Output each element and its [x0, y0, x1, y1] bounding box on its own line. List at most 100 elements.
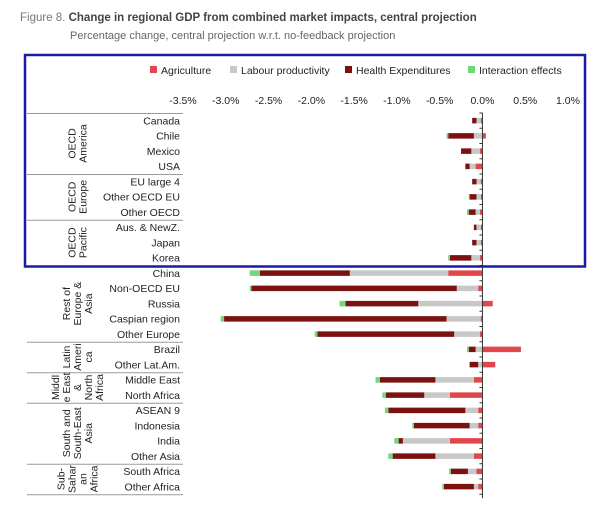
group-label-line: OECD — [67, 181, 79, 212]
bar-north-africa-interaction-effects — [382, 392, 386, 398]
legend-swatch-health-expenditures — [345, 66, 352, 73]
legend-swatch-labour-productivity — [230, 66, 237, 73]
x-tick-label: 0.0% — [470, 95, 494, 107]
category-label-brazil: Brazil — [154, 344, 180, 356]
highlight-box — [23, 53, 587, 268]
bar-other-europe-interaction-effects — [314, 331, 318, 337]
x-tick-label: 1.0% — [556, 95, 580, 107]
group-label-oecd-pacific: OECDPacific — [67, 227, 90, 258]
bar-russia-health-expenditures — [345, 300, 419, 307]
bar-korea-health-expenditures — [449, 255, 472, 261]
category-label-south-africa: South Africa — [123, 466, 180, 478]
group-label-oecd-europe: OECDEurope — [67, 180, 90, 214]
category-label-other-europe: Other Europe — [117, 329, 180, 341]
bar-north-africa-health-expenditures — [385, 392, 425, 398]
bar-south-africa-labour-productivity — [467, 468, 477, 475]
bar-eu-large-4-health-expenditures — [472, 178, 477, 185]
bar-asean-9-health-expenditures — [388, 407, 466, 414]
bar-aus-newz-labour-productivity — [476, 224, 481, 231]
bar-korea-agriculture — [479, 255, 483, 261]
group-label-line: Europe & — [72, 282, 84, 326]
bar-other-lat-am-labour-productivity — [478, 361, 483, 368]
bar-aus-newz-agriculture — [480, 224, 483, 231]
bar-china-agriculture — [448, 270, 483, 276]
bar-caspian-region-agriculture — [480, 316, 483, 322]
bar-korea-labour-productivity — [471, 255, 480, 261]
bar-india-interaction-effects — [394, 438, 399, 444]
category-label-india: India — [157, 436, 180, 448]
bar-brazil-health-expenditures — [468, 346, 476, 353]
bar-caspian-region-interaction-effects — [220, 316, 225, 322]
bar-other-lat-am-agriculture — [482, 361, 496, 368]
group-label-line: Sahar — [67, 464, 79, 493]
bar-other-africa-interaction-effects — [442, 483, 444, 490]
group-label-line: Ameri — [72, 343, 84, 370]
group-label-line: Europe — [78, 180, 90, 214]
bar-eu-large-4-agriculture — [480, 178, 483, 185]
group-label-sub-saharan-africa: Sub-SaharanAfrica — [56, 464, 101, 493]
bar-other-lat-am-health-expenditures — [469, 361, 479, 368]
x-tick-label: -0.5% — [426, 95, 453, 107]
category-label-canada: Canada — [143, 115, 180, 127]
bar-korea-interaction-effects — [448, 255, 450, 261]
category-label-russia: Russia — [148, 298, 180, 310]
bar-china-health-expenditures — [260, 270, 350, 276]
bar-brazil-agriculture — [482, 346, 521, 353]
bar-other-oecd-interaction-effects — [467, 209, 469, 215]
bar-indonesia-interaction-effects — [412, 422, 414, 429]
legend-swatch-interaction-effects — [468, 66, 475, 73]
bar-other-europe-agriculture — [479, 331, 483, 337]
category-label-korea: Korea — [152, 253, 180, 265]
category-label-asean-9: ASEAN 9 — [136, 405, 181, 417]
category-label-other-oecd: Other OECD — [120, 207, 180, 219]
bar-asean-9-interaction-effects — [384, 407, 389, 414]
legend: Agriculture Labour productivity Health Exp… — [150, 65, 562, 77]
category-label-middle-east: Middle East — [125, 375, 180, 387]
bar-chile-labour-productivity — [473, 133, 483, 139]
group-label-line: Asia — [83, 423, 95, 444]
bar-russia-labour-productivity — [418, 300, 483, 307]
bar-canada-agriculture — [480, 117, 483, 124]
bar-indonesia-labour-productivity — [469, 422, 479, 429]
group-label-line: & — [72, 384, 84, 391]
bar-mexico-health-expenditures — [461, 148, 472, 154]
category-label-other-africa: Other Africa — [125, 481, 181, 493]
highlight-frame — [23, 53, 587, 268]
category-label-other-lat-am: Other Lat.Am. — [115, 359, 180, 371]
bar-non-oecd-eu-health-expenditures — [251, 285, 457, 292]
category-label-other-oecd-eu: Other OECD EU — [103, 192, 180, 204]
x-tick-label: -3.5% — [169, 95, 196, 107]
group-label-line: Asia — [83, 293, 95, 314]
bar-middle-east-interaction-effects — [375, 377, 380, 383]
bar-japan-labour-productivity — [476, 239, 481, 246]
bar-other-oecd-eu-agriculture — [480, 194, 483, 200]
bar-other-oecd-eu-labour-productivity — [476, 194, 481, 200]
group-label-line: North — [83, 375, 95, 401]
group-label-line: ca — [83, 351, 95, 362]
bar-brazil-interaction-effects — [467, 346, 469, 353]
group-label-line: South-East — [72, 407, 84, 459]
x-tick-label: 0.5% — [513, 95, 537, 107]
bar-usa-health-expenditures — [465, 163, 470, 170]
legend-swatch-agriculture — [150, 66, 157, 73]
legend-label-labour-productivity: Labour productivity — [241, 65, 330, 77]
bar-indonesia-health-expenditures — [414, 422, 470, 429]
bar-aus-newz-health-expenditures — [473, 224, 477, 231]
x-tick-label: -1.5% — [340, 95, 367, 107]
bar-middle-east-agriculture — [473, 377, 483, 383]
x-axis: -3.5% -3.0% -2.5% -2.0% -1.5% -1.0% -0.5% 0.0% 0… — [169, 95, 580, 107]
chart-subtitle: Percentage change, central projection w.… — [70, 30, 396, 42]
bar-usa-agriculture — [475, 163, 483, 170]
group-label-line: an — [78, 473, 90, 485]
bar-china-labour-productivity — [349, 270, 449, 276]
zero-axis — [479, 112, 483, 499]
group-label-south-and-south-east-asia: South andSouth-EastAsia — [61, 407, 95, 459]
category-label-japan: Japan — [151, 237, 180, 249]
legend-label-health-expenditures: Health Expenditures — [356, 65, 451, 77]
bar-non-oecd-eu-agriculture — [478, 285, 483, 292]
group-label-line: e East — [61, 373, 73, 403]
bar-other-europe-labour-productivity — [454, 331, 480, 337]
bar-india-labour-productivity — [402, 438, 450, 444]
x-tick-label: -1.0% — [383, 95, 410, 107]
